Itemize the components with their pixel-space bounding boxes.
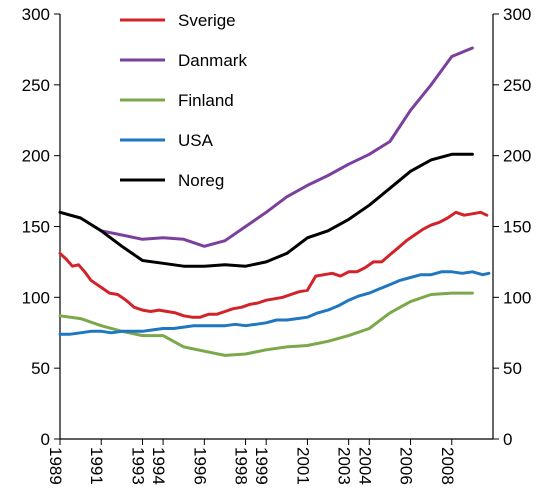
series-layer — [58, 46, 491, 357]
series-line-noreg — [58, 152, 474, 268]
y-tick-label-left: 0 — [41, 430, 50, 449]
legend: Sverige Danmark Finland USA Noreg — [120, 11, 247, 190]
x-tick-label: 1998 — [232, 447, 251, 485]
x-tick-label: 2006 — [397, 447, 416, 485]
legend-label-sverige: Sverige — [178, 11, 236, 30]
x-tick-label: 1994 — [149, 447, 168, 485]
legend-label-finland: Finland — [178, 91, 234, 110]
x-tick-label: 2003 — [335, 447, 354, 485]
y-tick-label-left: 200 — [22, 147, 50, 166]
y-tick-label-left: 250 — [22, 76, 50, 95]
y-tick-label-right: 200 — [503, 147, 531, 166]
series-line-danmark — [99, 46, 474, 248]
x-tick-label: 1993 — [128, 447, 147, 485]
y-tick-label-right: 150 — [503, 218, 531, 237]
y-tick-label-left: 50 — [31, 359, 50, 378]
axes: 0 0 50 50 100 100 150 150 200 200 250 250 300 300 1989… — [22, 5, 532, 485]
y-tick-label-right: 250 — [503, 76, 531, 95]
legend-label-noreg: Noreg — [178, 171, 224, 190]
x-tick-label: 1989 — [46, 447, 65, 485]
series-line-usa — [58, 270, 491, 336]
x-tick-label: 1996 — [190, 447, 209, 485]
x-tick-label: 1991 — [87, 447, 106, 485]
y-tick-label-left: 100 — [22, 288, 50, 307]
y-tick-label-right: 300 — [503, 5, 531, 24]
series-line-sverige — [58, 210, 489, 319]
x-tick-label: 1999 — [252, 447, 271, 485]
x-tick-label: 2004 — [355, 447, 374, 485]
y-tick-label-left: 300 — [22, 5, 50, 24]
y-tick-label-right: 50 — [503, 359, 522, 378]
x-tick-label: 2001 — [293, 447, 312, 485]
y-tick-label-right: 100 — [503, 288, 531, 307]
y-tick-label-right: 0 — [503, 430, 512, 449]
x-tick-label: 2008 — [438, 447, 457, 485]
legend-label-danmark: Danmark — [178, 51, 247, 70]
y-tick-label-left: 150 — [22, 218, 50, 237]
legend-label-usa: USA — [178, 131, 214, 150]
